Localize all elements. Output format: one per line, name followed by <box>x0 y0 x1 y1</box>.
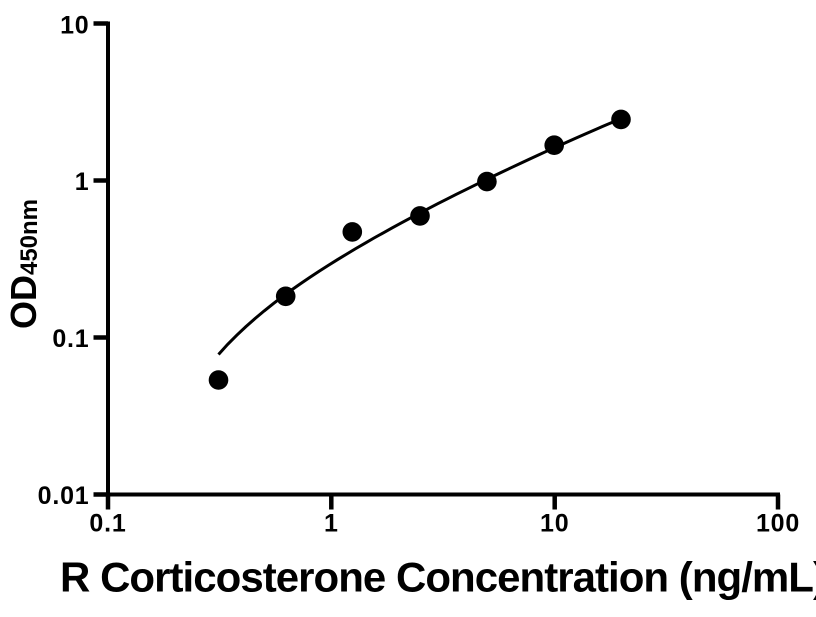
svg-text:0.1: 0.1 <box>89 510 126 538</box>
svg-text:10: 10 <box>540 510 569 538</box>
svg-text:1: 1 <box>324 510 339 538</box>
svg-text:1: 1 <box>75 168 90 196</box>
svg-text:0.01: 0.01 <box>38 482 90 510</box>
svg-text:100: 100 <box>756 510 800 538</box>
svg-text:0.1: 0.1 <box>52 325 89 353</box>
svg-text:R Corticosterone Concentration: R Corticosterone Concentration (ng/mL) <box>60 554 816 601</box>
svg-text:10: 10 <box>60 12 89 40</box>
